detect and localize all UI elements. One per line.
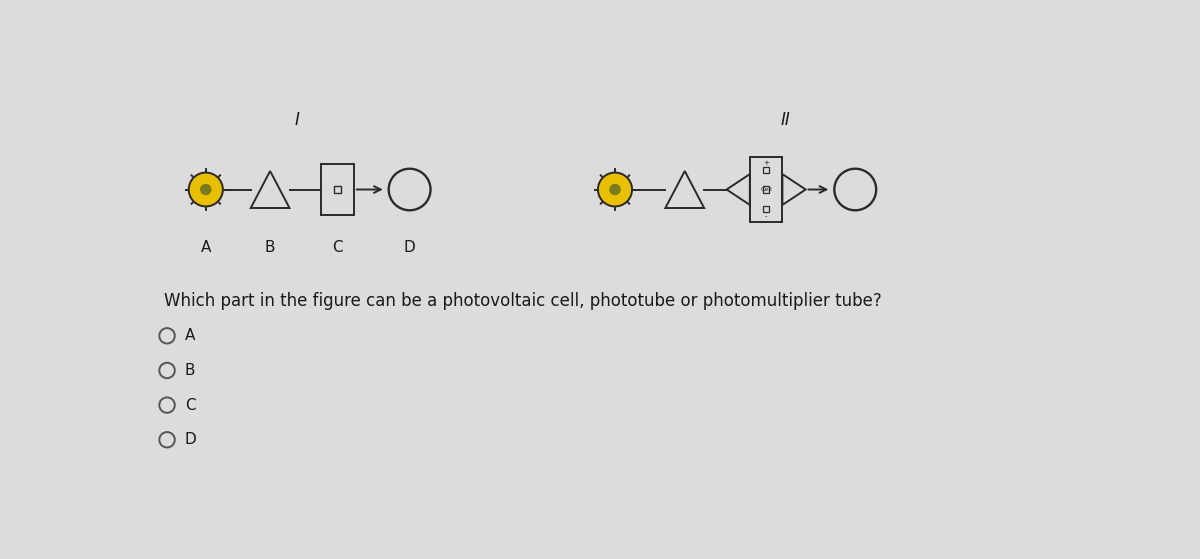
Text: B: B [265, 240, 275, 254]
Text: II: II [781, 111, 791, 129]
Text: B: B [185, 363, 196, 378]
Bar [334, 186, 341, 193]
Text: +: + [763, 160, 769, 166]
Text: A: A [200, 240, 211, 254]
Bar [322, 164, 354, 215]
Circle shape [188, 173, 223, 206]
Bar [763, 187, 769, 193]
Text: A: A [185, 328, 196, 343]
Text: I: I [295, 111, 300, 129]
Text: D: D [185, 432, 197, 447]
Text: D: D [403, 240, 415, 254]
Circle shape [610, 184, 620, 195]
Text: Cell: Cell [761, 187, 772, 192]
Text: -: - [764, 213, 767, 219]
Circle shape [598, 173, 632, 206]
Text: C: C [185, 397, 196, 413]
Text: Which part in the figure can be a photovoltaic cell, phototube or photomultiplie: Which part in the figure can be a photov… [164, 292, 882, 310]
Text: C: C [332, 240, 343, 254]
Bar [750, 157, 782, 222]
Circle shape [200, 184, 211, 195]
Bar [763, 206, 769, 212]
Bar [763, 167, 769, 173]
